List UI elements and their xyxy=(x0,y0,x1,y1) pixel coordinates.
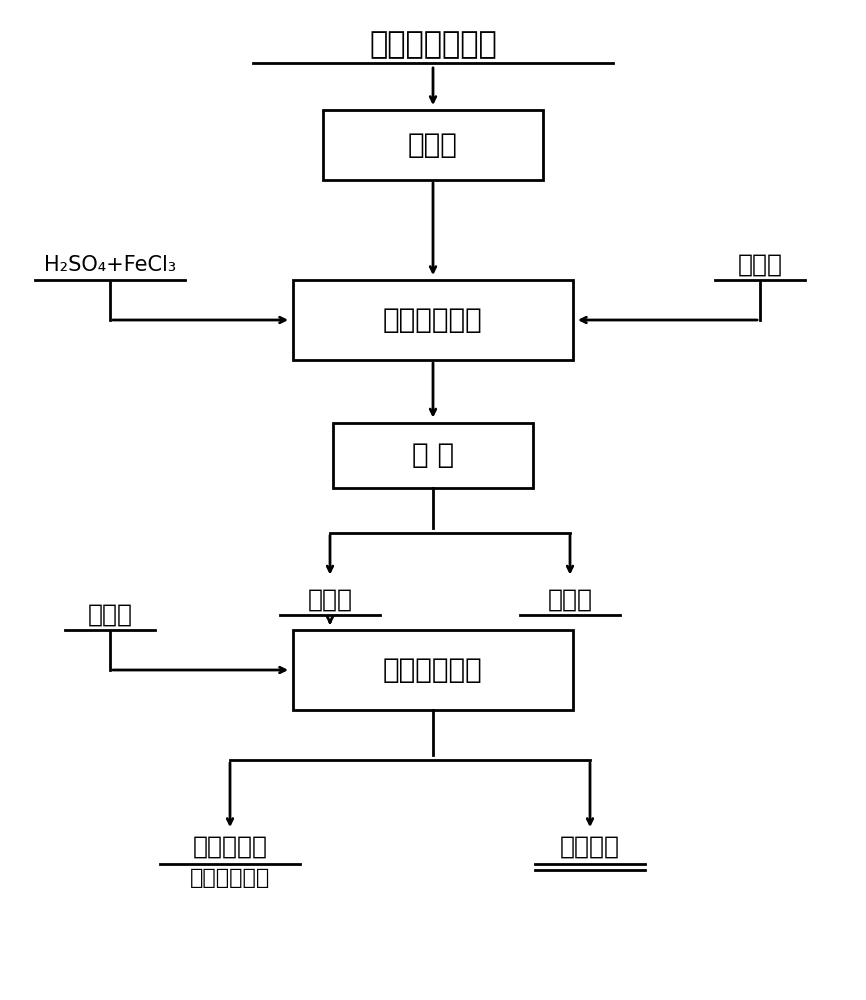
FancyBboxPatch shape xyxy=(323,110,543,180)
Text: 氧化剂: 氧化剂 xyxy=(738,253,783,277)
Text: 浸出液: 浸出液 xyxy=(307,587,352,611)
Text: （综合处理）: （综合处理） xyxy=(190,868,270,888)
Text: 工业硒粉: 工业硒粉 xyxy=(560,835,620,859)
Text: 过 滤: 过 滤 xyxy=(412,441,454,469)
Text: 还原剂: 还原剂 xyxy=(87,603,132,627)
Text: 催化氧化浸出: 催化氧化浸出 xyxy=(383,306,483,334)
Text: 控制电位还原: 控制电位还原 xyxy=(383,656,483,684)
Text: H₂SO₄+FeCl₃: H₂SO₄+FeCl₃ xyxy=(44,255,176,275)
Text: 浸出渣: 浸出渣 xyxy=(547,587,592,611)
FancyBboxPatch shape xyxy=(293,630,573,710)
Text: 镍钼矿冶炼烟尘: 镍钼矿冶炼烟尘 xyxy=(369,30,497,60)
FancyBboxPatch shape xyxy=(293,280,573,360)
Text: 预处理: 预处理 xyxy=(408,131,458,159)
Text: 还原后残液: 还原后残液 xyxy=(192,835,268,859)
FancyBboxPatch shape xyxy=(333,422,533,488)
